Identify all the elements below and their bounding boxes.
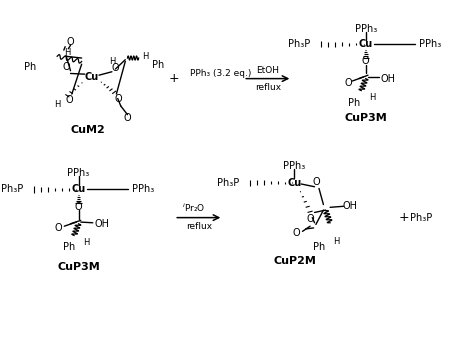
Text: CuM2: CuM2 — [70, 125, 105, 135]
Text: O: O — [115, 94, 122, 104]
Text: O: O — [112, 63, 119, 73]
Text: H: H — [83, 238, 90, 247]
Text: OH: OH — [381, 74, 395, 84]
Text: OH: OH — [94, 219, 109, 229]
Text: Ph: Ph — [152, 60, 164, 70]
Text: PPh₃: PPh₃ — [419, 39, 441, 49]
Text: Cu: Cu — [72, 184, 86, 194]
Text: Ph₃P: Ph₃P — [288, 39, 310, 49]
Text: PPh₃: PPh₃ — [283, 161, 306, 171]
Text: H: H — [334, 237, 340, 246]
Text: reflux: reflux — [255, 83, 281, 92]
Text: Ph: Ph — [313, 242, 325, 252]
Text: O: O — [67, 37, 74, 47]
Text: PPh₃: PPh₃ — [67, 168, 90, 178]
Text: O: O — [55, 223, 62, 233]
Text: Cu: Cu — [85, 72, 99, 82]
Text: CuP2M: CuP2M — [273, 256, 316, 265]
Text: O: O — [66, 95, 73, 105]
Text: H: H — [55, 100, 61, 109]
Text: H: H — [64, 48, 71, 57]
Text: reflux: reflux — [186, 222, 212, 231]
Text: Ph: Ph — [348, 98, 361, 108]
Text: EtOH: EtOH — [256, 65, 279, 74]
Text: O: O — [293, 228, 301, 238]
Text: Cu: Cu — [287, 177, 301, 188]
Text: Ph₃P: Ph₃P — [217, 177, 239, 188]
Text: PPh₃ (3.2 eq.): PPh₃ (3.2 eq.) — [190, 69, 251, 78]
Text: O: O — [75, 202, 82, 212]
Text: H: H — [142, 52, 148, 61]
Text: CuP3M: CuP3M — [345, 113, 387, 123]
Text: +: + — [398, 211, 409, 224]
Text: Ph₃P: Ph₃P — [410, 213, 433, 222]
Text: O: O — [362, 56, 370, 66]
Text: O: O — [62, 62, 70, 72]
Text: OH: OH — [343, 201, 358, 211]
Text: Cu: Cu — [359, 39, 373, 49]
Text: $^i$Pr₂O: $^i$Pr₂O — [182, 201, 205, 213]
Text: O: O — [344, 78, 352, 88]
Text: Ph: Ph — [63, 242, 75, 252]
Text: O: O — [313, 177, 320, 187]
Text: H: H — [369, 93, 375, 102]
Text: CuP3M: CuP3M — [57, 262, 100, 272]
Text: O: O — [124, 113, 131, 123]
Text: O: O — [306, 213, 314, 224]
Text: Ph₃P: Ph₃P — [0, 184, 23, 194]
Text: H: H — [109, 57, 115, 66]
Text: PPh₃: PPh₃ — [132, 184, 154, 194]
Text: PPh₃: PPh₃ — [355, 24, 377, 34]
Text: +: + — [169, 72, 180, 85]
Text: Ph: Ph — [24, 62, 36, 72]
